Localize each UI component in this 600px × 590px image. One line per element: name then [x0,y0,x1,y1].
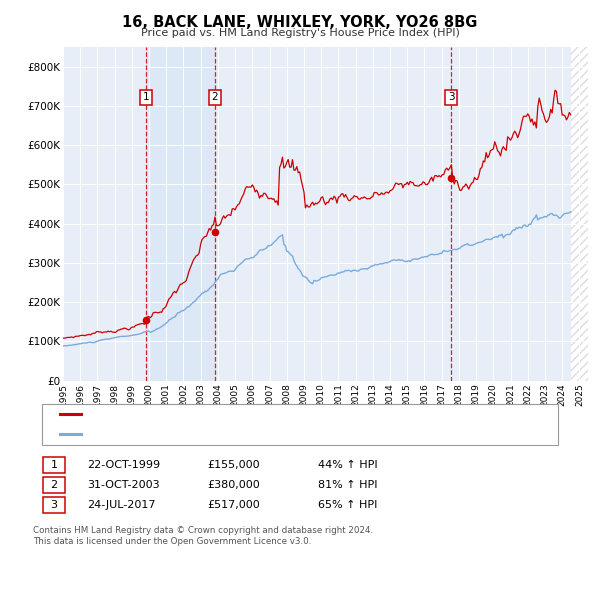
Text: 1: 1 [50,460,58,470]
Bar [571,47,588,381]
Text: 16, BACK LANE, WHIXLEY, YORK, YO26 8BG (detached house): 16, BACK LANE, WHIXLEY, YORK, YO26 8BG (… [84,409,391,419]
Text: 22-OCT-1999: 22-OCT-1999 [87,460,160,470]
Text: £155,000: £155,000 [207,460,260,470]
Bar [571,47,588,381]
Text: 65% ↑ HPI: 65% ↑ HPI [318,500,377,510]
Text: 44% ↑ HPI: 44% ↑ HPI [318,460,377,470]
Text: 2: 2 [50,480,58,490]
Text: 2: 2 [212,92,218,102]
Text: 31-OCT-2003: 31-OCT-2003 [87,480,160,490]
Text: Price paid vs. HM Land Registry's House Price Index (HPI): Price paid vs. HM Land Registry's House … [140,28,460,38]
Text: Contains HM Land Registry data © Crown copyright and database right 2024.
This d: Contains HM Land Registry data © Crown c… [33,526,373,546]
Text: £517,000: £517,000 [207,500,260,510]
Text: £380,000: £380,000 [207,480,260,490]
Text: 24-JUL-2017: 24-JUL-2017 [87,500,155,510]
Text: HPI: Average price, detached house, North Yorkshire: HPI: Average price, detached house, Nort… [84,430,344,439]
Text: 16, BACK LANE, WHIXLEY, YORK, YO26 8BG: 16, BACK LANE, WHIXLEY, YORK, YO26 8BG [122,15,478,30]
Text: 81% ↑ HPI: 81% ↑ HPI [318,480,377,490]
Text: 3: 3 [50,500,58,510]
Bar [146,47,215,381]
Text: 1: 1 [142,92,149,102]
Text: 3: 3 [448,92,455,102]
